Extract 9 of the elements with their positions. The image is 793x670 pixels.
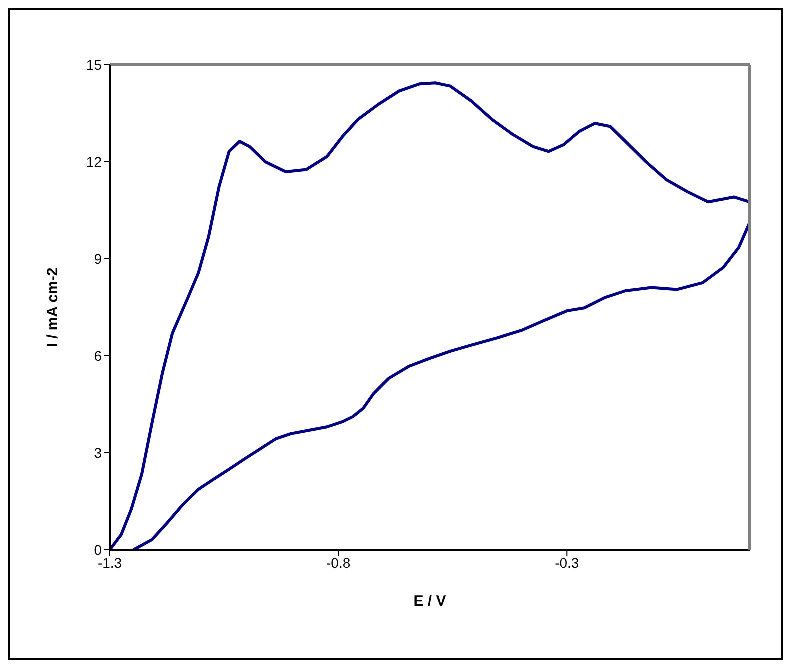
- y-tick-label: 3: [94, 444, 102, 461]
- y-tick-label: 6: [94, 348, 102, 364]
- x-tick-label: -0.8: [326, 554, 351, 571]
- y-tick-label: 12: [86, 154, 102, 170]
- y-tick-label: 9: [94, 250, 102, 267]
- x-tick-label: -0.3: [555, 554, 580, 571]
- y-axis-title: I / mA cm-2: [44, 268, 62, 348]
- x-axis-title: E / V: [414, 593, 446, 610]
- y-tick-label: 15: [86, 56, 102, 73]
